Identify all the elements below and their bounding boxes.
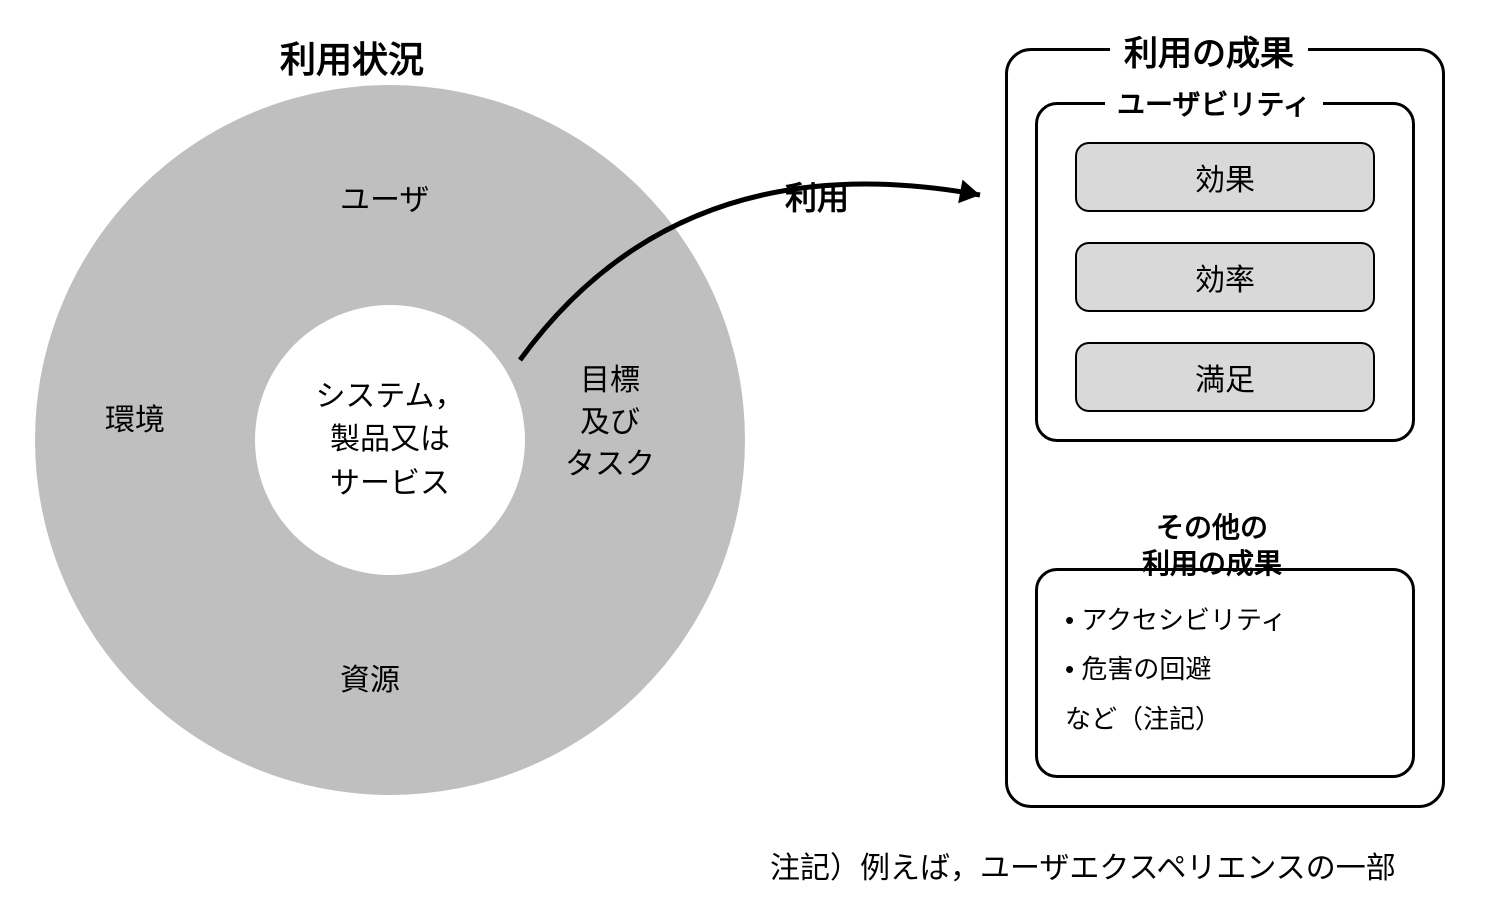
pill-label: 効果 <box>1195 155 1255 199</box>
diagram-root: 利用状況 ユーザ 環境 資源 目標及びタスク システム，製品又はサービス 利用 … <box>0 0 1500 899</box>
pill-efficiency: 効率 <box>1075 242 1375 312</box>
pill-label: 満足 <box>1195 355 1255 399</box>
other-item-accessibility: • アクセシビリティ <box>1065 596 1286 645</box>
pill-label: 効率 <box>1195 255 1255 299</box>
use-arrow-label: 利用 <box>785 173 849 219</box>
footnote: 注記）例えば，ユーザエクスペリエンスの一部 <box>770 843 1396 887</box>
pill-satisfaction: 満足 <box>1075 342 1375 412</box>
pill-effectiveness: 効果 <box>1075 142 1375 212</box>
other-item-harm-avoidance: • 危害の回避 <box>1065 645 1286 694</box>
usability-title: ユーザビリティ <box>1105 83 1323 123</box>
other-title-line1: その他の <box>1142 510 1282 546</box>
other-item-trailer: など（注記） <box>1065 695 1286 744</box>
outcomes-of-use-title: 利用の成果 <box>1110 26 1308 75</box>
other-outcomes-list: • アクセシビリティ • 危害の回避 など（注記） <box>1065 596 1286 744</box>
